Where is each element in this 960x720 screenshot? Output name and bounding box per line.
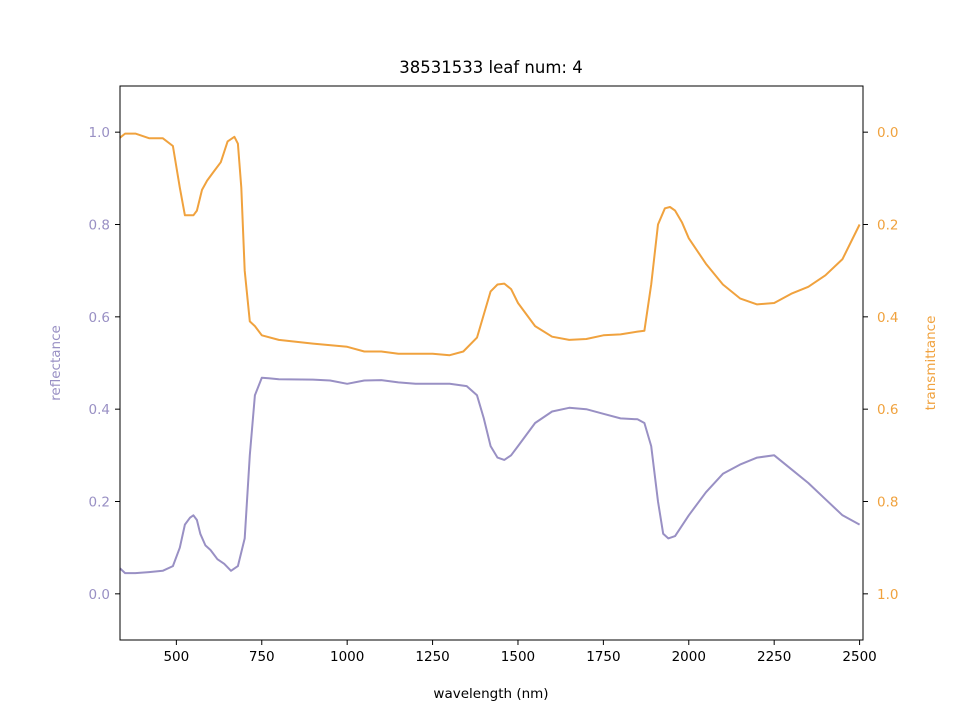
y-left-tick-label: 0.6 — [89, 310, 110, 326]
x-tick-label: 500 — [163, 649, 189, 665]
y-right-tick-label: 0.4 — [877, 310, 898, 326]
y-right-tick-label: 0.2 — [877, 218, 898, 234]
y-left-tick-label: 0.2 — [89, 495, 110, 511]
x-axis-label: wavelength (nm) — [433, 686, 548, 702]
y-left-tick-label: 1.0 — [89, 125, 110, 141]
y-right-tick-label: 0.0 — [877, 125, 898, 141]
x-tick-label: 2500 — [842, 649, 876, 665]
y-right-tick-label: 1.0 — [877, 587, 898, 603]
y-left-tick-label: 0.8 — [89, 218, 110, 234]
x-tick-label: 2000 — [672, 649, 706, 665]
series-layer — [119, 132, 861, 575]
x-tick-label: 1000 — [330, 649, 364, 665]
series-line-reflectance — [119, 376, 861, 575]
x-tick-label: 1750 — [586, 649, 620, 665]
x-tick-label: 1500 — [501, 649, 535, 665]
y-right-axis-label: transmittance — [923, 316, 939, 411]
y-right-tick-label: 0.6 — [877, 402, 898, 418]
y-right-tick-label: 0.8 — [877, 495, 898, 511]
y-right-axis-ticks: 0.0 0.2 0.4 0.6 0.8 1.0 — [863, 125, 898, 603]
x-tick-label: 2250 — [757, 649, 791, 665]
plot-frame — [119, 85, 864, 641]
y-left-tick-label: 0.0 — [89, 587, 110, 603]
series-line-transmittance — [119, 132, 861, 357]
y-left-axis-label: reflectance — [48, 325, 64, 401]
x-axis-ticks: 500 750 1000 1250 1500 1750 2000 2250 2500 — [163, 640, 877, 665]
y-left-tick-label: 0.4 — [89, 402, 110, 418]
chart-title: 38531533 leaf num: 4 — [399, 58, 582, 77]
x-tick-label: 750 — [249, 649, 275, 665]
x-tick-label: 1250 — [415, 649, 449, 665]
y-left-axis-ticks: 0.0 0.2 0.4 0.6 0.8 1.0 — [89, 125, 120, 603]
